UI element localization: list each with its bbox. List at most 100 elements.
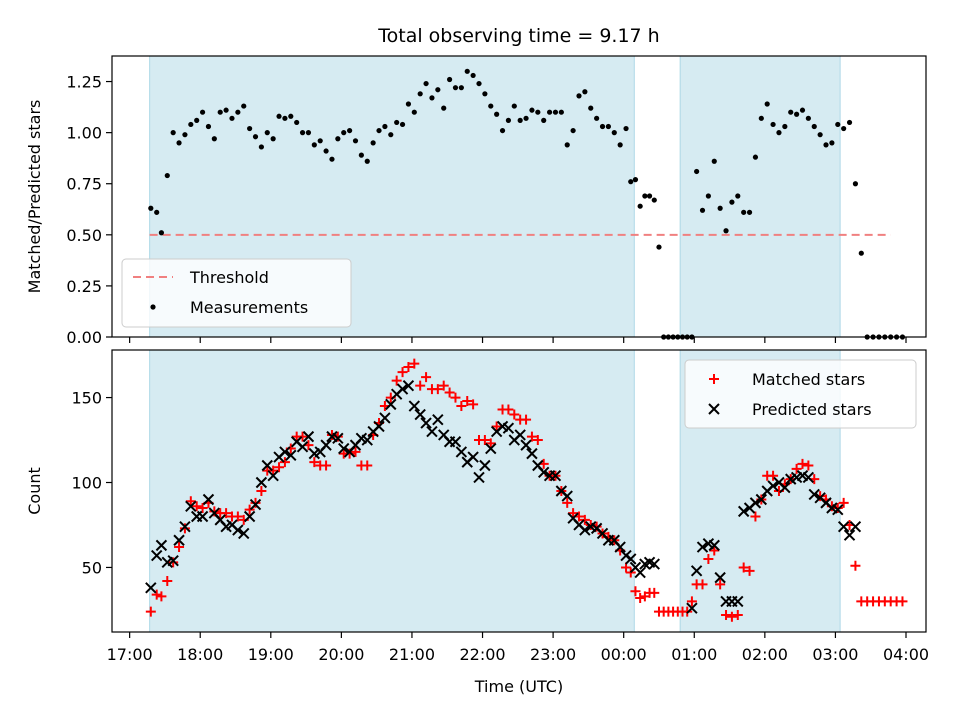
predicted-star-marker — [708, 539, 720, 552]
y-tick-label: 0.50 — [66, 226, 102, 245]
predicted-star-marker — [625, 553, 637, 565]
x-tick-label: 03:00 — [812, 645, 858, 664]
predicted-star-marker — [755, 493, 768, 506]
measurement-point — [182, 132, 188, 138]
measurement-point — [594, 115, 600, 121]
measurement-point — [541, 117, 547, 123]
measurement-point — [782, 123, 788, 130]
predicted-star-marker — [361, 434, 373, 446]
predicted-star-marker — [173, 534, 185, 546]
matched-star-marker — [156, 591, 167, 602]
measurement-point — [599, 123, 606, 130]
measurement-point — [205, 123, 212, 130]
x-tick-label: 21:00 — [389, 645, 435, 664]
matched-star-marker — [321, 460, 332, 471]
measurement-point — [564, 142, 570, 148]
measurement-point — [258, 144, 264, 150]
matched-star-marker — [850, 560, 861, 571]
predicted-star-marker — [837, 520, 850, 533]
x-tick-label: 01:00 — [671, 645, 717, 664]
y-tick-label: 1.00 — [66, 124, 102, 143]
measurement-point — [170, 130, 176, 136]
matched-star-marker — [485, 438, 496, 449]
matched-star-marker — [838, 497, 849, 508]
matched-star-marker — [350, 446, 361, 457]
measurement-point — [335, 136, 341, 142]
measurement-point — [441, 105, 447, 111]
measurement-point — [235, 109, 241, 115]
legend-threshold-label: Threshold — [189, 268, 269, 287]
panel-1: 0.00 0.25 0.50 0.75 1.00 1.25 Matched/Predicte… — [25, 25, 927, 347]
matched-star-marker — [174, 542, 185, 553]
measurement-point — [282, 115, 288, 121]
matched-star-marker — [268, 465, 279, 476]
series-predicted-stars — [145, 379, 862, 614]
measurement-point — [252, 134, 259, 140]
predicted-star-marker — [279, 446, 291, 458]
measurement-point — [699, 207, 706, 213]
predicted-star-marker — [167, 554, 179, 567]
measurement-point — [376, 127, 382, 134]
measurement-point — [317, 138, 323, 144]
legend: Threshold Measurements — [121, 258, 352, 328]
series-matched-stars — [145, 358, 908, 622]
matched-star-marker — [145, 606, 156, 617]
measurement-point — [611, 130, 617, 136]
measurement-point — [382, 123, 388, 130]
measurement-point — [458, 85, 464, 91]
measurement-point — [511, 103, 517, 109]
measurement-point — [154, 209, 160, 215]
predicted-star-marker — [385, 398, 397, 411]
matched-star-marker — [697, 579, 708, 590]
matched-star-marker — [738, 562, 749, 573]
y-tick-label: 0.75 — [66, 175, 102, 194]
measurement-point — [558, 109, 564, 115]
measurement-point — [552, 109, 559, 115]
measurement-point — [423, 80, 429, 87]
predicted-star-marker — [502, 422, 515, 434]
measurement-point — [405, 101, 412, 107]
series-measurements — [148, 68, 906, 340]
predicted-star-marker — [779, 481, 791, 494]
measurement-point — [823, 142, 829, 148]
matched-star-marker — [450, 392, 461, 403]
measurement-point — [482, 91, 488, 97]
predicted-star-marker — [526, 447, 538, 460]
measurement-point — [617, 142, 623, 148]
measurement-point — [642, 193, 648, 199]
measurement-point — [199, 109, 206, 115]
legend-matched-swatch — [709, 374, 719, 384]
measurement-point — [217, 109, 223, 115]
matched-star-marker — [209, 506, 220, 517]
predicted-star-marker — [514, 429, 526, 441]
y-tick-label: 1.25 — [66, 73, 102, 92]
predicted-star-marker — [338, 442, 350, 455]
matched-star-marker — [721, 610, 732, 621]
predicted-star-marker — [267, 470, 279, 482]
matched-star-marker — [179, 523, 190, 534]
x-tick-label: 04:00 — [883, 645, 929, 664]
measurement-point — [799, 107, 806, 113]
measurement-point — [535, 109, 541, 115]
y-axis-label: Count — [25, 467, 44, 515]
predicted-star-marker — [467, 451, 479, 463]
measurement-point — [805, 115, 811, 121]
x-tick-label: 02:00 — [742, 645, 788, 664]
predicted-star-marker — [520, 439, 532, 451]
predicted-star-marker — [296, 441, 309, 453]
x-tick-label: 17:00 — [107, 645, 153, 664]
matched-star-marker — [344, 448, 355, 459]
measurement-point — [651, 197, 657, 203]
measurement-point — [223, 107, 229, 113]
matched-star-marker — [479, 435, 490, 446]
matched-star-marker — [403, 361, 414, 372]
measurement-point — [464, 68, 470, 74]
matched-star-marker — [503, 404, 514, 415]
matched-star-marker — [750, 511, 761, 522]
predicted-star-marker — [196, 510, 209, 523]
measurement-point — [311, 142, 317, 148]
measurement-point — [752, 154, 759, 160]
legend-predicted-swatch — [708, 403, 720, 415]
predicted-star-marker — [302, 430, 315, 443]
matched-star-marker — [432, 384, 443, 395]
